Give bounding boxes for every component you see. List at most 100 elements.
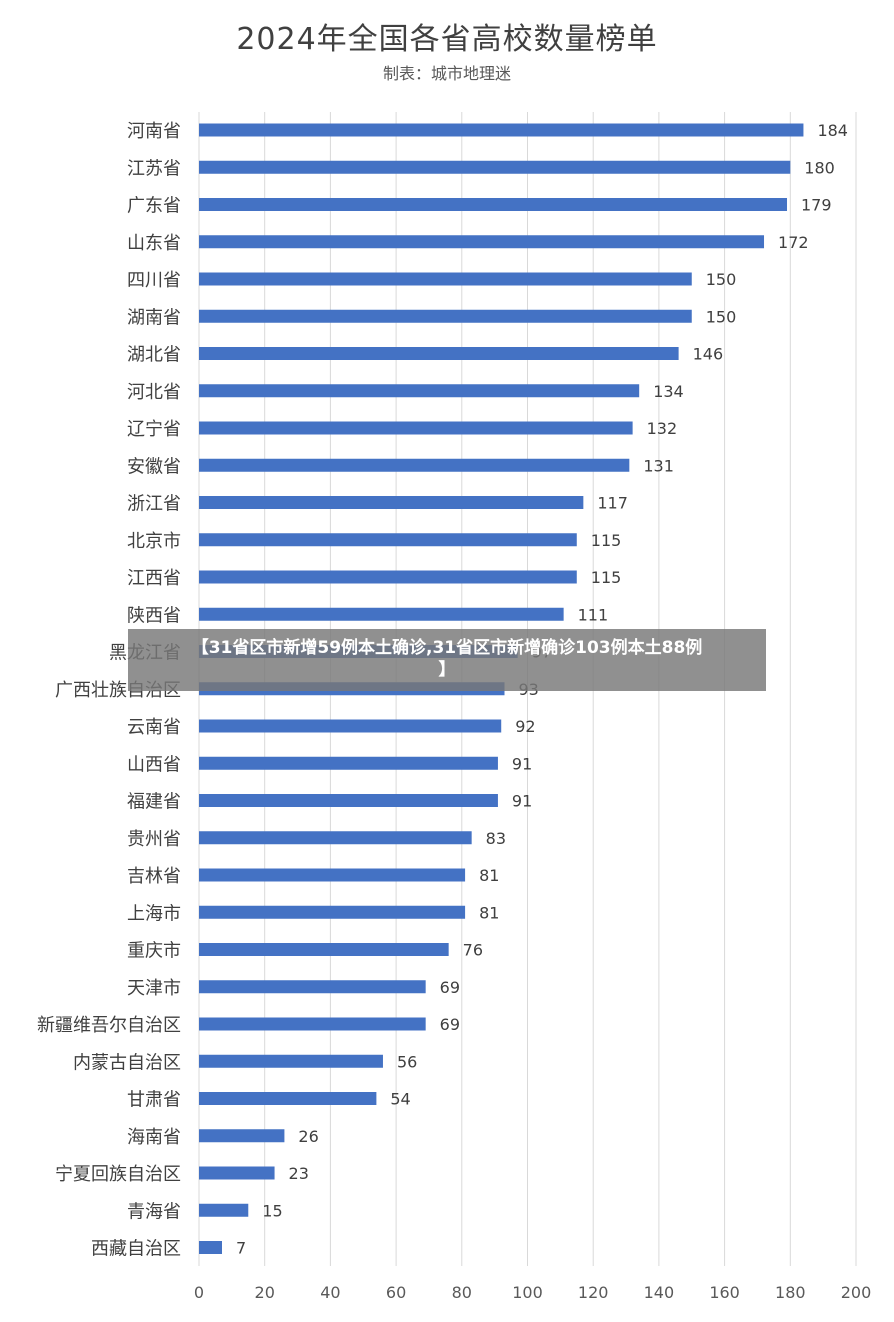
- bar: [199, 756, 498, 770]
- data-label: 115: [591, 531, 622, 550]
- data-label: 69: [440, 1015, 460, 1034]
- category-label: 内蒙古自治区: [73, 1052, 181, 1073]
- x-tick-label: 140: [644, 1283, 675, 1302]
- chart-subtitle: 制表：城市地理迷: [382, 64, 511, 83]
- category-label: 云南省: [127, 717, 181, 738]
- x-tick-label: 180: [775, 1283, 806, 1302]
- category-label: 海南省: [127, 1127, 181, 1148]
- data-label: 56: [397, 1052, 417, 1071]
- x-tick-label: 60: [386, 1283, 406, 1302]
- data-label: 111: [578, 605, 609, 624]
- bar: [199, 533, 577, 547]
- x-axis-ticks: 0 20 40 60 80 100 120 140 160 180 200: [194, 1283, 871, 1302]
- category-label: 湖北省: [127, 345, 181, 366]
- category-label: 陕西省: [127, 605, 181, 626]
- category-label: 四川省: [127, 270, 181, 291]
- category-label: 甘肃省: [127, 1090, 181, 1111]
- data-label: 76: [463, 941, 483, 960]
- data-label: 54: [390, 1090, 410, 1109]
- data-label: 23: [289, 1164, 309, 1183]
- bar: [199, 235, 765, 249]
- data-label: 146: [693, 345, 724, 364]
- bar: [199, 458, 630, 472]
- bar: [199, 1129, 285, 1143]
- bar: [199, 980, 426, 994]
- headline-line-1: 【31省区市新增59例本土确诊,31省区市新增确诊103例本土88例: [191, 638, 703, 658]
- data-label: 26: [298, 1127, 318, 1146]
- bar: [199, 905, 466, 919]
- category-label: 新疆维吾尔自治区: [37, 1015, 181, 1036]
- bar: [199, 1054, 383, 1068]
- bar: [199, 868, 466, 882]
- bar: [199, 123, 804, 137]
- category-label: 河北省: [127, 382, 181, 403]
- data-label: 117: [597, 494, 628, 513]
- data-label: 131: [643, 456, 674, 475]
- chart-title: 2024年全国各省高校数量榜单: [236, 22, 658, 57]
- data-label: 81: [479, 903, 499, 922]
- category-label: 吉林省: [127, 866, 181, 887]
- category-label: 福建省: [127, 792, 181, 813]
- bars: [199, 123, 804, 1254]
- category-label: 江西省: [127, 568, 181, 589]
- category-label: 北京市: [127, 531, 181, 552]
- headline-line-2: 】: [438, 660, 456, 680]
- x-tick-label: 80: [452, 1283, 472, 1302]
- data-label: 115: [591, 568, 622, 587]
- x-tick-label: 40: [320, 1283, 340, 1302]
- bar: [199, 309, 692, 323]
- bar: [199, 272, 692, 286]
- bar: [199, 384, 640, 398]
- data-label: 150: [706, 307, 737, 326]
- category-label: 辽宁省: [127, 419, 181, 440]
- x-tick-label: 0: [194, 1283, 204, 1302]
- bar: [199, 421, 633, 435]
- data-label: 92: [515, 717, 535, 736]
- category-label: 宁夏回族自治区: [55, 1164, 181, 1185]
- category-label: 山西省: [127, 754, 181, 775]
- category-label: 重庆市: [127, 941, 181, 962]
- category-label: 广东省: [127, 196, 181, 217]
- data-label: 150: [706, 270, 737, 289]
- category-label: 河南省: [127, 121, 181, 142]
- bar: [199, 719, 502, 733]
- headline-overlay[interactable]: 【31省区市新增59例本土确诊,31省区市新增确诊103例本土88例 】: [128, 629, 766, 691]
- data-label: 7: [236, 1239, 246, 1258]
- x-tick-label: 100: [512, 1283, 543, 1302]
- category-label: 贵州省: [127, 829, 181, 850]
- category-label: 湖南省: [127, 307, 181, 328]
- data-label: 179: [801, 196, 832, 215]
- data-label: 134: [653, 382, 684, 401]
- bar: [199, 1241, 222, 1254]
- category-label: 安徽省: [127, 456, 181, 477]
- x-tick-label: 160: [709, 1283, 740, 1302]
- data-label: 81: [479, 866, 499, 885]
- x-tick-label: 200: [841, 1283, 872, 1302]
- category-label: 江苏省: [127, 158, 181, 179]
- category-label: 西藏自治区: [91, 1239, 181, 1260]
- data-label: 132: [647, 419, 678, 438]
- bar: [199, 496, 584, 509]
- category-label: 上海市: [127, 903, 181, 924]
- data-label: 184: [817, 121, 848, 140]
- data-label: 69: [440, 978, 460, 997]
- bar: [199, 1092, 377, 1105]
- bar: [199, 607, 564, 621]
- data-label: 91: [512, 792, 532, 811]
- bar: [199, 198, 788, 211]
- bar: [199, 831, 472, 845]
- data-label: 180: [804, 158, 835, 177]
- bar: [199, 160, 791, 174]
- category-labels: 河南省江苏省广东省山东省四川省湖南省湖北省河北省辽宁省安徽省浙江省北京市江西省陕…: [37, 121, 181, 1260]
- bar: [199, 1203, 249, 1217]
- x-tick-label: 20: [255, 1283, 275, 1302]
- data-label: 172: [778, 233, 809, 252]
- bar: [199, 943, 449, 956]
- bar: [199, 347, 679, 360]
- bar: [199, 1166, 275, 1180]
- data-label: 15: [262, 1201, 282, 1220]
- data-label: 91: [512, 754, 532, 773]
- data-label: 83: [486, 829, 506, 848]
